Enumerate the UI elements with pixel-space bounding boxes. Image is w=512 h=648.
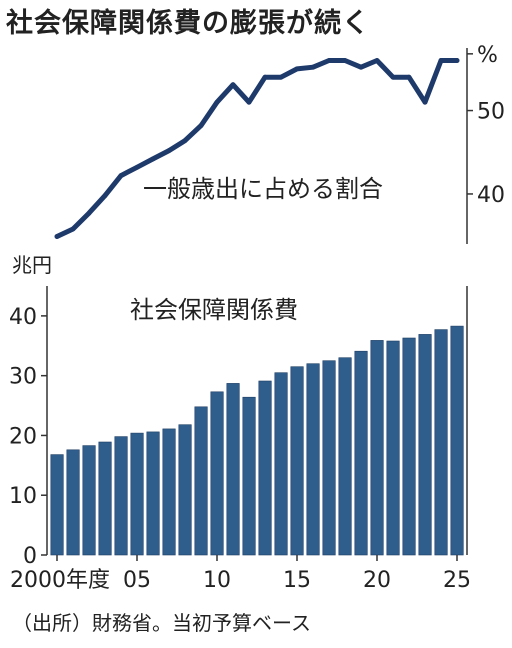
bar-2019 <box>354 350 368 556</box>
share-point-2006 <box>150 156 156 162</box>
share-point-2019 <box>358 64 364 70</box>
bar-2004 <box>114 436 128 556</box>
bar-2003 <box>98 441 112 556</box>
bar-2011 <box>226 383 240 556</box>
share-point-2008 <box>182 138 188 143</box>
share-point-2001 <box>70 226 76 232</box>
share-point-2020 <box>374 58 380 63</box>
share-point-2009 <box>198 123 204 128</box>
bar-2001 <box>66 449 80 556</box>
bar-unit-label: 兆円 <box>12 253 52 277</box>
bar-2008 <box>178 424 192 556</box>
bar-2022 <box>402 337 416 556</box>
share-point-2023 <box>422 99 428 105</box>
share-point-2022 <box>406 74 412 80</box>
share-point-2017 <box>326 58 332 63</box>
bar-ytick-label: 40 <box>9 305 37 330</box>
bar-2007 <box>162 428 176 556</box>
bar-2013 <box>258 380 272 556</box>
bar-2005 <box>130 432 144 556</box>
source-note: （出所）財務省。当初予算ベース <box>12 611 311 635</box>
share-point-2010 <box>214 99 220 105</box>
share-point-2024 <box>438 58 444 63</box>
share-point-2016 <box>310 64 316 70</box>
share-series-line <box>54 58 460 239</box>
bar-xtick-label: 15 <box>283 568 311 593</box>
bar-2000 <box>50 454 64 556</box>
bar-2023 <box>418 334 432 556</box>
bar-2006 <box>146 431 160 556</box>
bar-2018 <box>338 357 352 556</box>
share-point-2007 <box>166 148 172 153</box>
bar-2009 <box>194 406 208 556</box>
share-tick-label: % <box>477 43 498 68</box>
bar-2002 <box>82 445 96 556</box>
bar-2015 <box>290 366 304 556</box>
share-series-label: 一般歳出に占める割合 <box>143 175 383 203</box>
bar-2010 <box>210 391 224 556</box>
share-tick-label: 40 <box>477 183 505 208</box>
bar-2017 <box>322 360 336 556</box>
share-point-2013 <box>262 74 268 80</box>
share-point-2015 <box>294 66 300 72</box>
share-tick-label: 50 <box>477 100 505 125</box>
share-point-2003 <box>102 193 108 199</box>
share-point-2018 <box>342 58 348 63</box>
chart-title: 社会保障関係費の膨張が続く <box>6 8 370 39</box>
share-point-2005 <box>134 164 140 170</box>
bar-2012 <box>242 396 256 556</box>
share-point-2012 <box>246 99 252 105</box>
bar-2024 <box>434 329 448 556</box>
bar-xtick-label: 20 <box>363 568 391 593</box>
bar-2021 <box>386 340 400 556</box>
share-point-2021 <box>390 74 396 80</box>
bar-2025 <box>450 325 464 556</box>
bar-xtick-label: 05 <box>123 568 151 593</box>
bar-ytick-label: 30 <box>9 365 37 390</box>
bar-xtick-label: 2000年度 <box>10 568 110 593</box>
bar-series-label: 社会保障関係費 <box>130 296 298 324</box>
share-point-2025 <box>454 58 460 63</box>
bar-ytick-label: 0 <box>23 544 37 569</box>
share-line-chart: 40 50% 一般歳出に占める割合 <box>54 43 505 244</box>
bar-ytick-label: 10 <box>9 484 37 509</box>
bar-2014 <box>274 372 288 556</box>
bar-2020 <box>370 340 384 556</box>
share-point-2011 <box>230 82 236 88</box>
share-point-2002 <box>86 210 92 216</box>
share-point-2004 <box>118 173 124 179</box>
share-point-2000 <box>54 234 60 239</box>
bar-2016 <box>306 363 320 556</box>
spending-bar-chart: 兆円 0 10 20 30 40 2000年度 05 10 15 20 25 社会保障関係費 <box>9 253 471 593</box>
share-point-2014 <box>278 74 284 80</box>
bar-xtick-label: 10 <box>203 568 231 593</box>
bar-xtick-label: 25 <box>443 568 471 593</box>
bar-ytick-label: 20 <box>9 424 37 449</box>
